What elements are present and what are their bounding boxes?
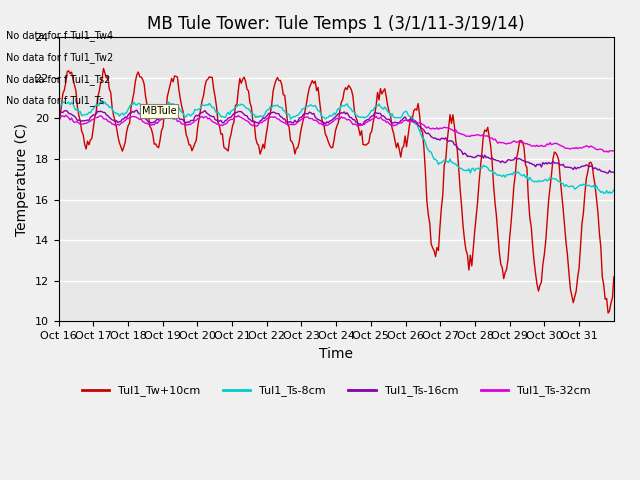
Tul1_Ts-16cm (604, 170, 612, 176)
Tul1_Tw+10cm (609, 295, 616, 300)
Tul1_Ts-16cm (74, 118, 81, 123)
Tul1_Tw+10cm (610, 274, 618, 280)
Tul1_Ts-16cm (54, 113, 62, 119)
Tul1_Ts-8cm (54, 106, 62, 112)
Tul1_Ts-8cm (342, 102, 349, 108)
Text: No data for f Tul1_Ts2: No data for f Tul1_Ts2 (6, 73, 111, 84)
Y-axis label: Temperature (C): Temperature (C) (15, 123, 29, 236)
Tul1_Ts-8cm (97, 99, 104, 105)
X-axis label: Time: Time (319, 347, 353, 360)
Tul1_Tw+10cm (604, 310, 612, 316)
Tul1_Ts-32cm (610, 148, 618, 154)
Tul1_Tw+10cm (342, 85, 349, 91)
Tul1_Ts-32cm (54, 116, 62, 122)
Tul1_Ts-16cm (133, 108, 141, 113)
Tul1_Tw+10cm (91, 114, 99, 120)
Line: Tul1_Ts-32cm: Tul1_Ts-32cm (58, 115, 614, 152)
Tul1_Ts-16cm (609, 169, 616, 175)
Tul1_Ts-32cm (62, 112, 70, 118)
Tul1_Ts-32cm (92, 115, 100, 120)
Line: Tul1_Ts-8cm: Tul1_Ts-8cm (58, 102, 614, 193)
Tul1_Ts-8cm (609, 189, 616, 195)
Tul1_Ts-16cm (610, 169, 618, 175)
Line: Tul1_Ts-16cm: Tul1_Ts-16cm (58, 110, 614, 173)
Tul1_Ts-16cm (534, 162, 542, 168)
Tul1_Tw+10cm (74, 104, 81, 109)
Tul1_Tw+10cm (452, 138, 460, 144)
Tul1_Ts-8cm (610, 187, 618, 192)
Tul1_Tw+10cm (100, 65, 108, 71)
Title: MB Tule Tower: Tule Temps 1 (3/1/11-3/19/14): MB Tule Tower: Tule Temps 1 (3/1/11-3/19… (147, 15, 525, 33)
Tul1_Ts-32cm (342, 116, 349, 121)
Tul1_Tw+10cm (54, 121, 62, 127)
Text: No data for f Tul1_Ts: No data for f Tul1_Ts (6, 95, 104, 106)
Tul1_Ts-16cm (342, 111, 349, 117)
Text: No data for f Tul1_Tw4: No data for f Tul1_Tw4 (6, 30, 113, 41)
Tul1_Tw+10cm (534, 288, 542, 294)
Tul1_Ts-8cm (452, 162, 460, 168)
Tul1_Ts-16cm (452, 142, 460, 148)
Tul1_Ts-16cm (91, 112, 99, 118)
Text: MBTule: MBTule (142, 106, 177, 116)
Tul1_Ts-8cm (91, 104, 99, 109)
Tul1_Ts-8cm (600, 191, 607, 196)
Legend: Tul1_Tw+10cm, Tul1_Ts-8cm, Tul1_Ts-16cm, Tul1_Ts-32cm: Tul1_Tw+10cm, Tul1_Ts-8cm, Tul1_Ts-16cm,… (77, 381, 595, 401)
Tul1_Ts-32cm (604, 149, 612, 155)
Tul1_Ts-32cm (534, 144, 542, 149)
Text: No data for f Tul1_Tw2: No data for f Tul1_Tw2 (6, 52, 114, 63)
Tul1_Ts-8cm (534, 178, 542, 183)
Tul1_Ts-8cm (74, 106, 81, 112)
Tul1_Ts-32cm (75, 120, 83, 126)
Tul1_Ts-32cm (452, 127, 460, 133)
Line: Tul1_Tw+10cm: Tul1_Tw+10cm (58, 68, 614, 313)
Tul1_Ts-32cm (609, 148, 616, 154)
